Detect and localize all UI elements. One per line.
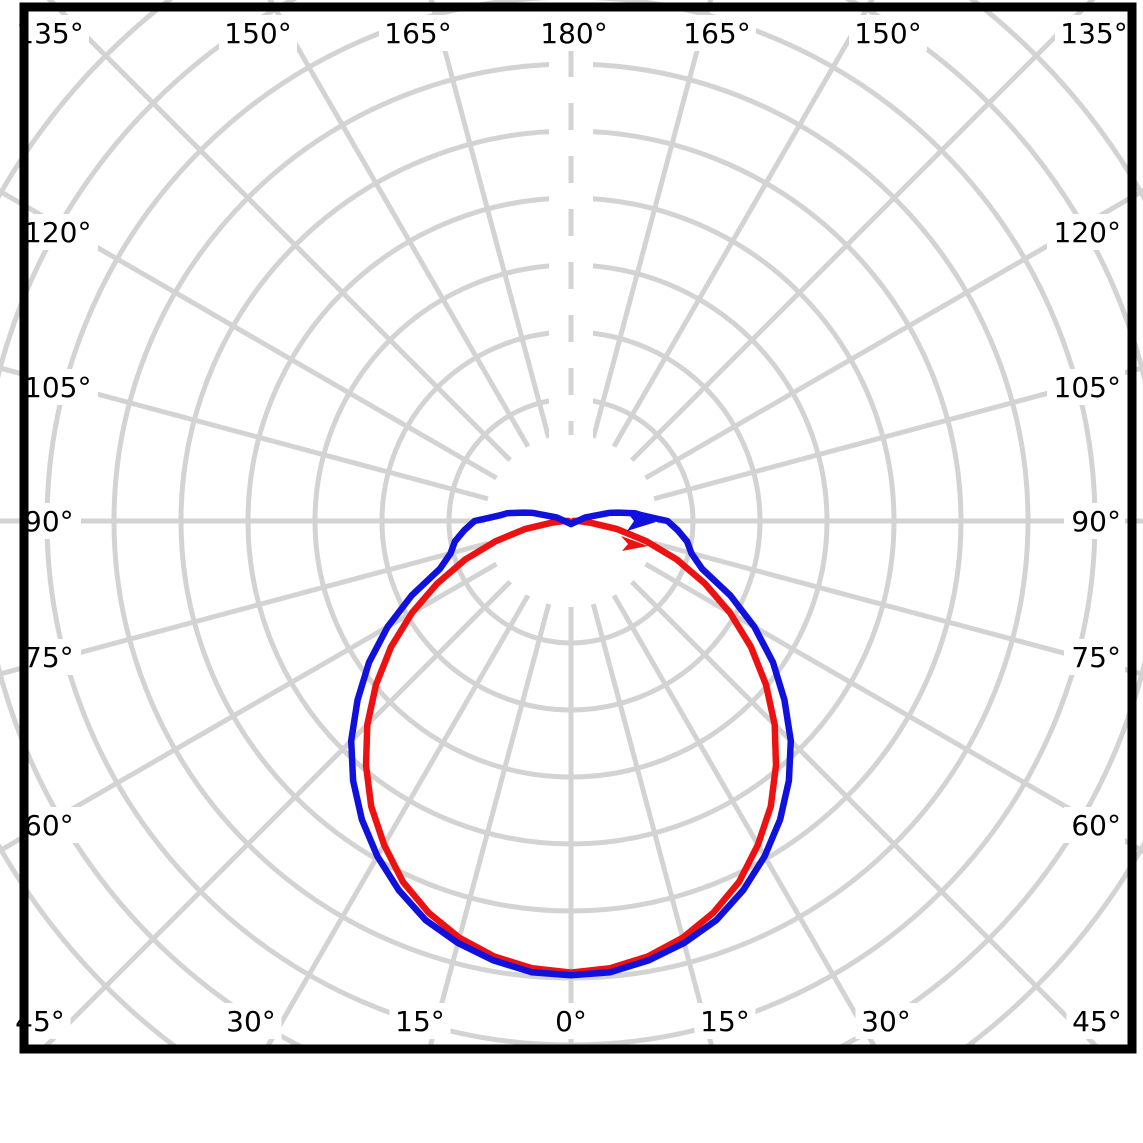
c90-c270-curve [347,509,795,979]
angle-label: 105° [24,371,91,404]
label-patch [20,639,81,675]
label-patch [1064,807,1125,843]
grid-radial-line [630,580,1105,1051]
grid-radial-line [267,0,531,448]
angle-label: 75° [24,641,74,674]
label-patch [849,15,927,51]
grid-radial-line [37,580,512,1051]
label-patch [535,15,613,51]
grid-radial-line [644,561,1143,855]
angle-label: 105° [1054,371,1121,404]
label-patch [1047,214,1125,250]
grid-radial-line [611,0,875,448]
legend-area: cd/klm η = 100% C0 - C180 C90 - C270 [0,1054,1143,1143]
label-patch [694,1003,756,1039]
label-patch [20,214,98,250]
angle-label: 0° [555,1005,587,1038]
grid-radial-line [0,540,489,677]
angle-label: 45° [1072,1005,1122,1038]
angle-label: 180° [540,17,607,50]
grid-radial-line [0,188,498,481]
label-patch [1047,369,1125,405]
angle-label: 165° [683,17,750,50]
label-patch [1064,503,1125,539]
label-patch [855,1003,917,1039]
angle-label: 165° [384,17,451,50]
grid-radial-line [426,603,552,1051]
grid-radial-line [0,365,489,502]
c90-curve-arrowhead-icon [626,511,656,531]
label-patch [1055,15,1133,51]
grid-radial-line [0,561,498,854]
angle-label: 30° [226,1005,276,1038]
chart-frame [19,2,1137,1054]
angle-label: 120° [24,216,91,249]
grid-radial-line [611,594,880,1051]
label-patch [20,503,81,539]
angle-label: 150° [854,17,921,50]
angle-label: 135° [1060,17,1127,50]
grid-radial-line [428,0,552,439]
grid-radial-line [644,187,1143,481]
angle-label: 15° [395,1005,445,1038]
angle-label: 135° [16,17,83,50]
angle-label: 75° [1071,641,1121,674]
label-patch [379,15,457,51]
angle-label: 150° [224,17,291,50]
label-patch [678,15,756,51]
angle-label: 120° [1054,216,1121,249]
label-patch [20,369,98,405]
label-patch [20,807,81,843]
angle-label: 90° [24,505,74,538]
label-patch [219,15,297,51]
label-patch [1066,1003,1128,1039]
label-patch [549,1003,593,1039]
grid-radial-line [653,540,1143,677]
label-patch [220,1003,282,1039]
angle-label: 45° [15,1005,65,1038]
angle-label: 30° [861,1005,911,1038]
label-patch [389,1003,451,1039]
angle-label: 60° [1071,809,1121,842]
angle-label: 60° [24,809,74,842]
grid-radial-line [653,365,1143,502]
label-patch [1064,639,1125,675]
angle-label: 15° [700,1005,750,1038]
grid-radial-line [262,594,531,1051]
grid-radial-line [590,0,714,439]
c0-curve-arrowhead-icon [621,536,648,551]
angle-label: 90° [1071,505,1121,538]
grid-radial-line [590,603,716,1051]
